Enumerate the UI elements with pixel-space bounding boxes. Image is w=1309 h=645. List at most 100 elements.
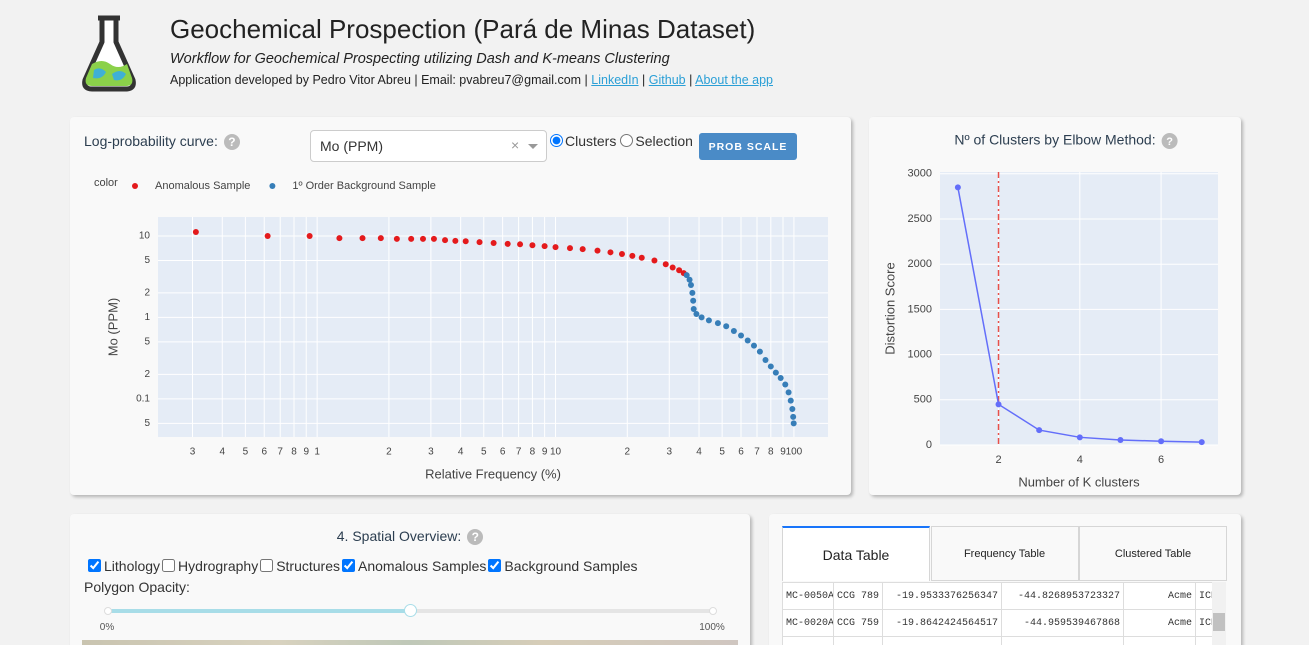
- checkbox[interactable]: [162, 559, 176, 572]
- x-tick-label: 5: [481, 447, 487, 458]
- data-point: [408, 235, 415, 242]
- data-point: [638, 254, 645, 261]
- link[interactable]: LinkedIn: [591, 73, 639, 87]
- tab[interactable]: Frequency Table: [930, 526, 1079, 581]
- legend-label: 1º Order Background Sample: [292, 180, 435, 192]
- data-point: [336, 235, 343, 242]
- x-axis-title: Relative Frequency (%): [425, 466, 561, 481]
- table-cell: -44.8268953723327: [1001, 582, 1124, 610]
- table-cell: MC-0021: [782, 636, 834, 645]
- dropdown-arrow[interactable]: [528, 144, 538, 149]
- radio[interactable]: [620, 134, 634, 147]
- scrollbar[interactable]: [1212, 582, 1226, 645]
- x-tick-label: 4: [1077, 454, 1083, 466]
- y-tick-label: 3000: [908, 168, 932, 180]
- credits-text: Application developed by Pedro Vitor Abr…: [170, 73, 588, 87]
- x-tick-label: 3: [190, 447, 196, 458]
- dropdown-clear[interactable]: ×: [511, 137, 520, 153]
- data-point: [676, 267, 683, 274]
- data-point: [730, 328, 737, 335]
- slider-fill: [107, 609, 410, 613]
- x-tick-label: 8: [530, 447, 536, 458]
- logprob-label: Log-probability curve:?: [84, 133, 240, 151]
- data-point: [264, 232, 271, 239]
- separator: |: [642, 73, 646, 87]
- x-tick-label: 1: [314, 447, 320, 458]
- opacity-slider[interactable]: 0% 100%: [100, 604, 725, 633]
- logprob-panel: 3 4 5 6 7 8 9 1 2 3 4 5 6 7 8 9 10 2 3 4 5 6 7 8 9 100 10 5 2 1 5 2 0.1 5…: [70, 117, 851, 495]
- data-point: [723, 323, 730, 330]
- checkbox[interactable]: [488, 559, 502, 572]
- data-point: [618, 251, 625, 258]
- help-icon[interactable]: ?: [467, 529, 484, 546]
- checkbox-label: Hydrography: [178, 558, 259, 574]
- table-cell: CCG 760: [833, 636, 883, 645]
- scroll-thumb[interactable]: [1213, 613, 1225, 631]
- data-point: [790, 413, 797, 420]
- checkbox[interactable]: [260, 559, 274, 572]
- data-point: [698, 314, 705, 321]
- chart-title: Nº of Clusters by Elbow Method:: [954, 132, 1155, 148]
- data-point: [687, 282, 694, 289]
- table-row: MC-0021CCG 760-19.8752724335206-44.94473…: [782, 636, 1212, 645]
- data-point: [662, 261, 669, 268]
- dropdown[interactable]: Mo (PPM) ×: [310, 130, 547, 162]
- slider-dot: [104, 607, 112, 615]
- x-tick-label: 4: [458, 447, 464, 458]
- data-point: [192, 228, 199, 235]
- elbow-panel: 2 4 6 0 500 1000 1500 2000 2500 3000 Number of K c…: [869, 117, 1241, 495]
- tab[interactable]: Data Table: [782, 526, 930, 581]
- x-tick-label: 100: [786, 447, 803, 458]
- data-point: [377, 235, 384, 242]
- x-tick-label: 5: [719, 447, 725, 458]
- data-point: [393, 235, 400, 242]
- link[interactable]: Github: [648, 73, 686, 87]
- help-icon[interactable]: [1161, 133, 1178, 149]
- data-point: [504, 240, 511, 247]
- y-tick-label: 500: [914, 394, 932, 406]
- plot-background: [940, 172, 1218, 445]
- table-cell: Acme: [1123, 609, 1196, 637]
- tab[interactable]: Clustered Table: [1079, 526, 1227, 581]
- x-tick-label: 3: [666, 447, 672, 458]
- link[interactable]: About the app: [695, 73, 773, 87]
- data-point: [777, 375, 784, 382]
- data-point: [669, 264, 676, 271]
- logprob-chart: 3 4 5 6 7 8 9 1 2 3 4 5 6 7 8 9 10 2 3 4 5 6 7 8 9 10010521520.15…: [94, 177, 828, 481]
- line-marker: [1158, 438, 1165, 445]
- data-point: [714, 320, 721, 327]
- data-point: [552, 244, 559, 251]
- data-point: [452, 237, 459, 244]
- y-tick-label: 2: [144, 288, 150, 299]
- y-tick-label: 5: [144, 418, 150, 429]
- data-point: [490, 239, 497, 246]
- table-cell: Acme: [1123, 582, 1196, 610]
- data-point: [541, 243, 548, 250]
- x-tick-label: 8: [768, 447, 774, 458]
- checkbox[interactable]: [88, 559, 101, 572]
- checkbox[interactable]: [342, 559, 356, 572]
- prob-scale-button[interactable]: PROB SCALE: [699, 133, 797, 160]
- table-cell: MC-0050A: [782, 582, 834, 610]
- data-point: [683, 272, 690, 279]
- y-tick-label: 1500: [908, 303, 932, 315]
- slider-tick-label: 0%: [99, 622, 115, 633]
- y-axis-title: Mo (PPM): [105, 298, 120, 357]
- radio[interactable]: [550, 134, 563, 147]
- elbow-chart: 2 4 6 0 500 1000 1500 2000 2500 3000 Number of K c…: [882, 132, 1218, 489]
- slider-handle[interactable]: [403, 604, 417, 617]
- data-point: [690, 305, 697, 312]
- data-point: [790, 420, 797, 427]
- radio-label: Selection: [635, 133, 693, 149]
- map-view[interactable]: [82, 640, 738, 645]
- y-tick-label: 5: [144, 255, 150, 266]
- data-point: [419, 235, 426, 242]
- x-tick-label: 4: [219, 447, 225, 458]
- x-tick-label: 6: [500, 447, 506, 458]
- table-cell: -44.959539467868: [1001, 609, 1124, 637]
- data-point: [756, 348, 763, 355]
- y-tick-label: 2: [144, 369, 150, 380]
- help-icon[interactable]: ?: [223, 134, 240, 151]
- data-point: [442, 237, 449, 244]
